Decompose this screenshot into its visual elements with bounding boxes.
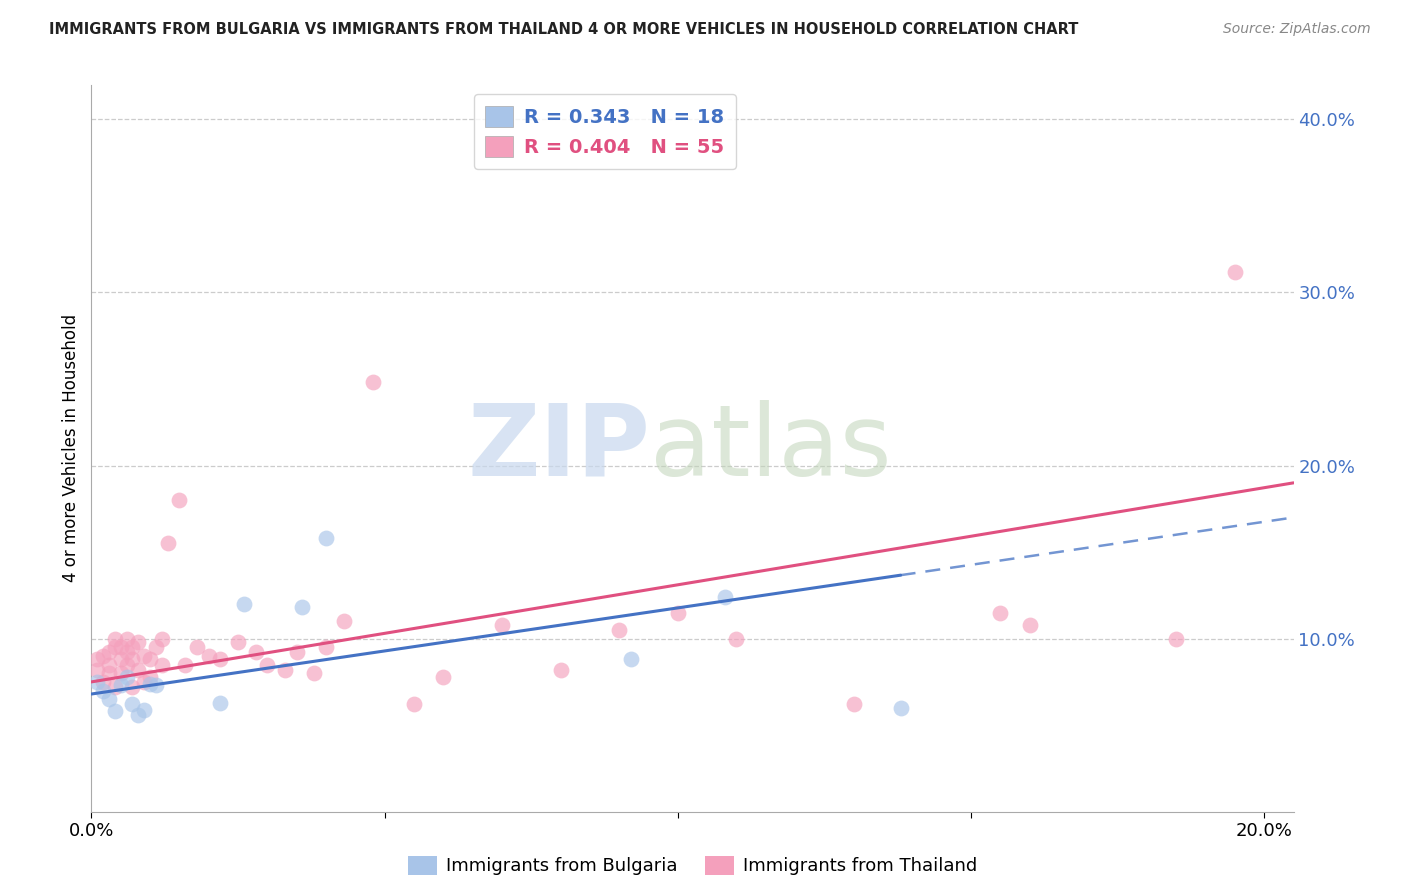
Point (139, 670, 162, 684)
Point (156, 536, 179, 550)
Point (988, 606, 1011, 620)
Point (174, 657, 197, 672)
Point (127, 663, 149, 677)
Point (110, 666, 132, 681)
Point (110, 652, 132, 666)
Text: atlas: atlas (651, 400, 891, 497)
Point (104, 680, 127, 694)
Point (127, 707, 149, 722)
Point (86, 663, 108, 677)
Point (150, 657, 173, 672)
Point (121, 652, 143, 666)
Text: IMMIGRANTS FROM BULGARIA VS IMMIGRANTS FROM THAILAND 4 OR MORE VEHICLES IN HOUSE: IMMIGRANTS FROM BULGARIA VS IMMIGRANTS F… (49, 22, 1078, 37)
Point (91, 674, 114, 689)
Point (713, 590, 735, 604)
Point (134, 648, 156, 663)
Point (145, 640, 167, 655)
Point (725, 632, 748, 646)
Point (209, 696, 232, 710)
Point (139, 652, 162, 666)
Point (98, 666, 121, 681)
Point (274, 663, 297, 677)
Point (666, 606, 689, 620)
Point (1223, 265, 1246, 279)
Y-axis label: 4 or more Vehicles in Household: 4 or more Vehicles in Household (62, 314, 80, 582)
Point (186, 640, 208, 655)
Point (145, 678, 167, 692)
Point (332, 615, 354, 629)
Point (98, 645, 121, 659)
Point (607, 623, 630, 637)
Text: Source: ZipAtlas.com: Source: ZipAtlas.com (1223, 22, 1371, 37)
Point (197, 648, 219, 663)
Legend: Immigrants from Bulgaria, Immigrants from Thailand: Immigrants from Bulgaria, Immigrants fro… (401, 849, 984, 883)
Point (115, 670, 138, 684)
Point (91, 648, 114, 663)
Point (98, 692, 121, 706)
Point (491, 617, 513, 632)
Point (209, 652, 232, 666)
Point (127, 635, 149, 649)
Point (432, 670, 454, 684)
Point (115, 645, 138, 659)
Point (110, 678, 132, 692)
Point (232, 597, 254, 611)
Point (226, 635, 249, 649)
Point (86, 674, 108, 689)
Point (139, 676, 162, 690)
Point (150, 632, 173, 646)
Point (86, 652, 108, 666)
Point (98, 657, 121, 672)
Point (134, 674, 156, 689)
Point (121, 640, 143, 655)
Point (115, 632, 138, 646)
Point (104, 640, 127, 655)
Point (890, 701, 912, 715)
Point (134, 703, 156, 717)
Point (169, 493, 191, 508)
Point (1166, 632, 1188, 646)
Text: ZIP: ZIP (468, 400, 651, 497)
Point (256, 657, 278, 672)
Point (1018, 617, 1040, 632)
Point (121, 698, 143, 712)
Point (104, 632, 127, 646)
Point (115, 657, 138, 672)
Point (285, 645, 308, 659)
Point (402, 698, 425, 712)
Point (550, 663, 572, 677)
Point (361, 376, 384, 390)
Point (620, 652, 643, 666)
Point (121, 680, 143, 694)
Point (291, 600, 314, 615)
Point (302, 666, 325, 681)
Point (104, 704, 127, 718)
Point (315, 531, 337, 545)
Point (245, 645, 267, 659)
Point (91, 683, 114, 698)
Point (110, 640, 132, 655)
Point (842, 698, 865, 712)
Point (315, 640, 337, 655)
